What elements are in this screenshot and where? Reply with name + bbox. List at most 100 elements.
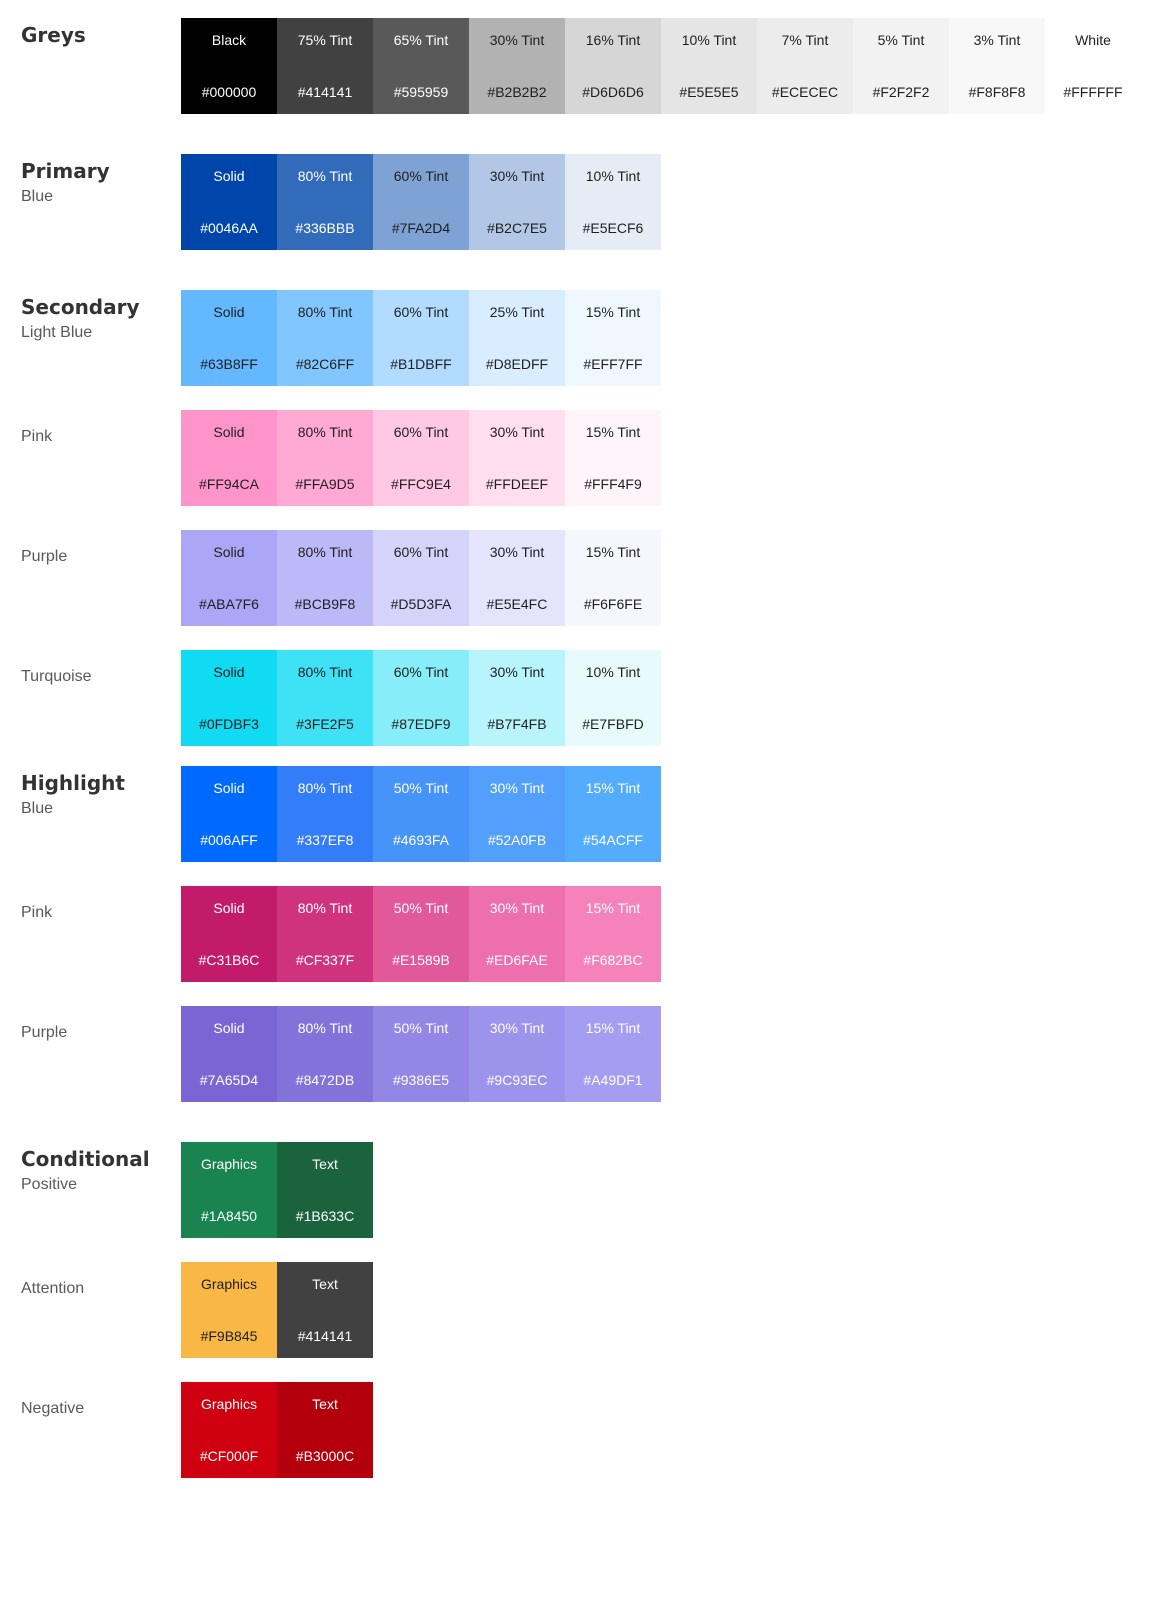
color-swatch-cf337f: 80% Tint #CF337F <box>277 886 373 982</box>
swatch-hex-code: #52A0FB <box>487 832 547 848</box>
swatch-name: 15% Tint <box>585 780 641 796</box>
swatch-hex-code: #9C93EC <box>486 1072 548 1088</box>
swatch-hex-code: #F2F2F2 <box>872 84 930 100</box>
color-swatch-aba7f6: Solid #ABA7F6 <box>181 530 277 626</box>
color-swatch-0fdbf3: Solid #0FDBF3 <box>181 650 277 746</box>
color-swatch-f8f8f8: 3% Tint #F8F8F8 <box>949 18 1045 114</box>
swatch-hex-code: #E5ECF6 <box>582 220 644 236</box>
group-label: Turquoise <box>21 655 92 687</box>
swatch-hex-code: #F682BC <box>583 952 643 968</box>
color-swatch-1b633c: Text #1B633C <box>277 1142 373 1238</box>
swatch-name: 80% Tint <box>297 304 353 320</box>
group-subtitle: Attention <box>21 1280 85 1297</box>
swatch-name: 30% Tint <box>489 32 545 48</box>
swatch-name: 10% Tint <box>681 32 737 48</box>
swatch-row: Solid #7A65D4 80% Tint #8472DB 50% Tint #9386… <box>181 1006 661 1102</box>
swatch-hex-code: #E5E4FC <box>486 596 548 612</box>
swatch-hex-code: #CF000F <box>199 1448 259 1464</box>
color-swatch-b3000c: Text #B3000C <box>277 1382 373 1478</box>
group-label: Attention <box>21 1267 84 1299</box>
swatch-name: Solid <box>213 424 245 440</box>
swatch-hex-code: #FFA9D5 <box>295 476 355 492</box>
group-subtitle: Light Blue <box>21 324 93 341</box>
color-swatch-d5d3fa: 60% Tint #D5D3FA <box>373 530 469 626</box>
color-swatch-bcb9f8: 80% Tint #BCB9F8 <box>277 530 373 626</box>
swatch-name: 50% Tint <box>393 780 449 796</box>
swatch-name: 80% Tint <box>297 168 353 184</box>
color-swatch-e5e5e5: 10% Tint #E5E5E5 <box>661 18 757 114</box>
swatch-name: 50% Tint <box>393 900 449 916</box>
group-title: Conditional <box>21 1147 150 1171</box>
swatch-hex-code: #ED6FAE <box>486 952 548 968</box>
color-swatch-b2c7e5: 30% Tint #B2C7E5 <box>469 154 565 250</box>
swatch-name: 30% Tint <box>489 424 545 440</box>
swatch-name: 30% Tint <box>489 780 545 796</box>
color-swatch-52a0fb: 30% Tint #52A0FB <box>469 766 565 862</box>
group-subtitle: Turquoise <box>21 668 92 685</box>
color-swatch-595959: 65% Tint #595959 <box>373 18 469 114</box>
swatch-hex-code: #F8F8F8 <box>968 84 1026 100</box>
color-swatch-0046aa: Solid #0046AA <box>181 154 277 250</box>
swatch-name: 15% Tint <box>585 544 641 560</box>
swatch-row: Black #000000 75% Tint #414141 65% Tint #5959… <box>181 18 1141 114</box>
group-label: Primary Blue <box>21 159 110 207</box>
color-swatch-f6f6fe: 15% Tint #F6F6FE <box>565 530 661 626</box>
swatch-name: Solid <box>213 780 245 796</box>
color-swatch-ffdeef: 30% Tint #FFDEEF <box>469 410 565 506</box>
color-swatch-c31b6c: Solid #C31B6C <box>181 886 277 982</box>
swatch-name: Solid <box>213 1020 245 1036</box>
color-swatch-54acff: 15% Tint #54ACFF <box>565 766 661 862</box>
color-swatch-d6d6d6: 16% Tint #D6D6D6 <box>565 18 661 114</box>
swatch-name: 75% Tint <box>297 32 353 48</box>
swatch-hex-code: #B1DBFF <box>390 356 452 372</box>
swatch-hex-code: #006AFF <box>200 832 258 848</box>
group-subtitle: Blue <box>21 800 54 817</box>
swatch-hex-code: #B2B2B2 <box>487 84 547 100</box>
group-label: Highlight Blue <box>21 771 125 819</box>
swatch-hex-code: #D8EDFF <box>485 356 549 372</box>
color-swatch-ffffff: White #FFFFFF <box>1045 18 1141 114</box>
swatch-hex-code: #9386E5 <box>392 1072 450 1088</box>
swatch-hex-code: #54ACFF <box>583 832 643 848</box>
color-swatch-82c6ff: 80% Tint #82C6FF <box>277 290 373 386</box>
swatch-name: 30% Tint <box>489 1020 545 1036</box>
swatch-hex-code: #FFFFFF <box>1063 84 1123 100</box>
swatch-hex-code: #B2C7E5 <box>487 220 547 236</box>
swatch-name: 16% Tint <box>585 32 641 48</box>
swatch-hex-code: #0FDBF3 <box>199 716 259 732</box>
group-subtitle: Positive <box>21 1176 78 1193</box>
swatch-name: 80% Tint <box>297 424 353 440</box>
color-swatch-414141: Text #414141 <box>277 1262 373 1358</box>
swatch-name: Solid <box>213 168 245 184</box>
swatch-hex-code: #CF337F <box>295 952 355 968</box>
group-label: Purple <box>21 1011 67 1043</box>
color-swatch-e5ecf6: 10% Tint #E5ECF6 <box>565 154 661 250</box>
swatch-hex-code: #FFC9E4 <box>391 476 451 492</box>
swatch-hex-code: #BCB9F8 <box>294 596 356 612</box>
swatch-row: Solid #63B8FF 80% Tint #82C6FF 60% Tint #B1DB… <box>181 290 661 386</box>
swatch-name: 10% Tint <box>585 664 641 680</box>
group-subtitle: Pink <box>21 904 53 921</box>
swatch-name: Black <box>211 32 247 48</box>
swatch-name: 60% Tint <box>393 424 449 440</box>
swatch-name: 15% Tint <box>585 1020 641 1036</box>
swatch-row: Solid #ABA7F6 80% Tint #BCB9F8 60% Tint #D5D3… <box>181 530 661 626</box>
swatch-name: White <box>1075 32 1111 48</box>
group-subtitle: Negative <box>21 1400 85 1417</box>
swatch-name: 7% Tint <box>781 32 829 48</box>
color-swatch-ffc9e4: 60% Tint #FFC9E4 <box>373 410 469 506</box>
color-swatch-a49df1: 15% Tint #A49DF1 <box>565 1006 661 1102</box>
color-swatch-eff7ff: 15% Tint #EFF7FF <box>565 290 661 386</box>
swatch-hex-code: #7FA2D4 <box>391 220 451 236</box>
swatch-hex-code: #414141 <box>297 1328 353 1344</box>
swatch-name: Text <box>312 1396 338 1412</box>
swatch-name: Text <box>312 1276 338 1292</box>
swatch-hex-code: #82C6FF <box>295 356 355 372</box>
group-subtitle: Pink <box>21 428 53 445</box>
color-swatch-f9b845: Graphics #F9B845 <box>181 1262 277 1358</box>
swatch-hex-code: #87EDF9 <box>391 716 451 732</box>
color-swatch-7a65d4: Solid #7A65D4 <box>181 1006 277 1102</box>
color-swatch-ffa9d5: 80% Tint #FFA9D5 <box>277 410 373 506</box>
swatch-name: Solid <box>213 544 245 560</box>
color-swatch-87edf9: 60% Tint #87EDF9 <box>373 650 469 746</box>
